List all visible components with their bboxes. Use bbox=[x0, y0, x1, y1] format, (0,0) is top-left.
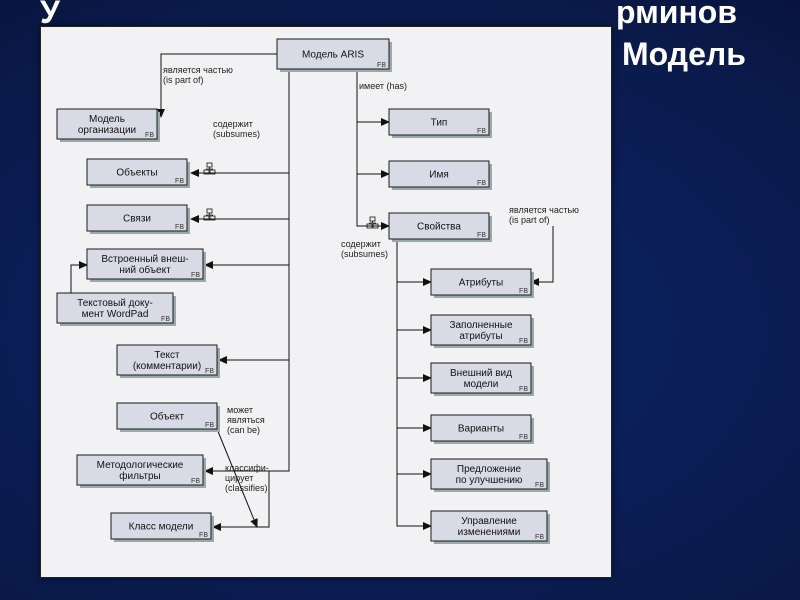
diagram-svg: Модель ARIS FB Модельорганизации FB Объекты F… bbox=[41, 27, 611, 577]
edge-label: (is part of) bbox=[163, 75, 204, 85]
edge bbox=[397, 282, 431, 330]
edge bbox=[357, 122, 389, 174]
node-label: Управление bbox=[461, 516, 517, 527]
node-label: Модель ARIS bbox=[302, 50, 364, 61]
node-label: Текстовый доку- bbox=[77, 298, 153, 309]
node-label: Варианты bbox=[458, 424, 504, 435]
fb-mark: FB bbox=[175, 178, 184, 185]
node-label: Класс модели bbox=[129, 522, 194, 533]
edge-label: содержит bbox=[341, 239, 381, 249]
edge bbox=[357, 69, 389, 122]
node-label: Имя bbox=[429, 170, 448, 181]
fb-mark: FB bbox=[519, 288, 528, 295]
node-label: Текст bbox=[154, 350, 180, 361]
fb-mark: FB bbox=[145, 132, 154, 139]
edge-label: (is part of) bbox=[509, 215, 550, 225]
fb-mark: FB bbox=[377, 62, 386, 69]
node-label: Встроенный внеш- bbox=[101, 254, 188, 265]
fb-mark: FB bbox=[175, 224, 184, 231]
title-fragment-3: Модель bbox=[622, 36, 746, 73]
edge-label: цирует bbox=[225, 473, 253, 483]
node-label: Связи bbox=[123, 214, 151, 225]
edge bbox=[191, 173, 289, 219]
node-label: Модель bbox=[89, 114, 125, 125]
hierarchy-icon bbox=[204, 209, 215, 220]
edge bbox=[397, 378, 431, 428]
edge bbox=[161, 54, 277, 117]
edge-label: (subsumes) bbox=[213, 129, 260, 139]
node-label: по улучшению bbox=[456, 475, 523, 486]
edge-label: имеет (has) bbox=[359, 81, 407, 91]
edge-label: является частью bbox=[509, 205, 579, 215]
edge bbox=[397, 239, 431, 282]
fb-mark: FB bbox=[199, 532, 208, 539]
edge-label: содержит bbox=[213, 119, 253, 129]
node-label: Свойства bbox=[417, 222, 461, 233]
node-label: фильтры bbox=[119, 470, 160, 482]
node-label: Предложение bbox=[457, 464, 522, 475]
edge-label: являться bbox=[227, 415, 265, 425]
fb-mark: FB bbox=[205, 368, 214, 375]
hierarchy-icon bbox=[204, 163, 215, 174]
node-label: изменениями bbox=[458, 527, 521, 538]
edge-label: является частью bbox=[163, 65, 233, 75]
fb-mark: FB bbox=[535, 534, 544, 541]
fb-mark: FB bbox=[161, 316, 170, 323]
edge bbox=[397, 428, 431, 474]
edge bbox=[71, 265, 87, 293]
node-label: Объект bbox=[150, 411, 184, 423]
node-label: организации bbox=[78, 125, 136, 136]
edge-label: (classifies) bbox=[225, 483, 268, 493]
fb-mark: FB bbox=[519, 386, 528, 393]
node-label: (комментарии) bbox=[133, 361, 201, 372]
edge-label: (subsumes) bbox=[341, 249, 388, 259]
fb-mark: FB bbox=[191, 478, 200, 485]
node-label: модели bbox=[464, 379, 499, 390]
edge bbox=[397, 474, 431, 526]
node-label: ний объект bbox=[119, 264, 171, 276]
node-label: мент WordPad bbox=[82, 309, 149, 320]
edge bbox=[71, 265, 87, 293]
node-label: Заполненные bbox=[449, 320, 513, 331]
diagram-panel: Модель ARIS FB Модельорганизации FB Объекты F… bbox=[40, 26, 612, 578]
fb-mark: FB bbox=[477, 180, 486, 187]
node-label: Объекты bbox=[116, 167, 157, 179]
edge bbox=[531, 226, 553, 282]
fb-mark: FB bbox=[535, 482, 544, 489]
edge-label: классифи- bbox=[225, 463, 269, 473]
node-label: Внешний вид bbox=[450, 368, 512, 379]
node-label: атрибуты bbox=[459, 330, 502, 342]
fb-mark: FB bbox=[191, 272, 200, 279]
edge-label: (can be) bbox=[227, 425, 260, 435]
edge bbox=[357, 174, 389, 226]
title-fragment-2: рминов bbox=[616, 0, 737, 31]
fb-mark: FB bbox=[519, 434, 528, 441]
node-label: Методологические bbox=[97, 460, 184, 471]
fb-mark: FB bbox=[205, 422, 214, 429]
edge-label: может bbox=[227, 405, 253, 415]
node-label: Атрибуты bbox=[459, 277, 503, 289]
edge bbox=[397, 330, 431, 378]
fb-mark: FB bbox=[519, 338, 528, 345]
edge bbox=[205, 219, 289, 265]
fb-mark: FB bbox=[477, 232, 486, 239]
node-label: Тип bbox=[431, 118, 448, 129]
fb-mark: FB bbox=[477, 128, 486, 135]
edge bbox=[219, 265, 289, 360]
